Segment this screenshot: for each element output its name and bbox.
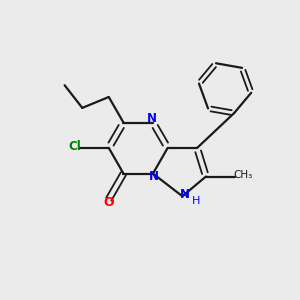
Text: O: O bbox=[103, 196, 114, 208]
Text: N: N bbox=[148, 170, 158, 183]
Text: Cl: Cl bbox=[68, 140, 81, 153]
Text: N: N bbox=[180, 188, 190, 201]
Text: CH₃: CH₃ bbox=[233, 170, 252, 180]
Text: N: N bbox=[146, 112, 157, 125]
Text: H: H bbox=[191, 196, 200, 206]
